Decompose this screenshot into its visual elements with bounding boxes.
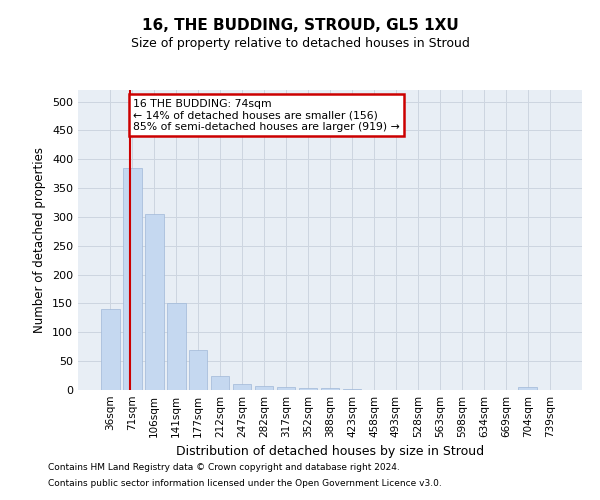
Text: Size of property relative to detached houses in Stroud: Size of property relative to detached ho… (131, 38, 469, 51)
Bar (189, 350, 208, 390)
Bar (167, 304, 185, 390)
Text: Contains public sector information licensed under the Open Government Licence v3: Contains public sector information licen… (48, 478, 442, 488)
Bar (255, 386, 274, 390)
Bar (123, 168, 142, 390)
Bar (145, 214, 164, 390)
Y-axis label: Number of detached properties: Number of detached properties (34, 147, 46, 333)
Bar (101, 309, 119, 390)
Text: 16, THE BUDDING, STROUD, GL5 1XU: 16, THE BUDDING, STROUD, GL5 1XU (142, 18, 458, 32)
Bar (277, 387, 295, 390)
Bar (211, 376, 229, 390)
Text: Contains HM Land Registry data © Crown copyright and database right 2024.: Contains HM Land Registry data © Crown c… (48, 464, 400, 472)
Text: 16 THE BUDDING: 74sqm
← 14% of detached houses are smaller (156)
85% of semi-det: 16 THE BUDDING: 74sqm ← 14% of detached … (133, 98, 400, 132)
Bar (518, 387, 537, 390)
Bar (320, 388, 340, 390)
X-axis label: Distribution of detached houses by size in Stroud: Distribution of detached houses by size … (176, 446, 484, 458)
Bar (233, 384, 251, 390)
Bar (343, 389, 361, 390)
Bar (299, 388, 317, 390)
